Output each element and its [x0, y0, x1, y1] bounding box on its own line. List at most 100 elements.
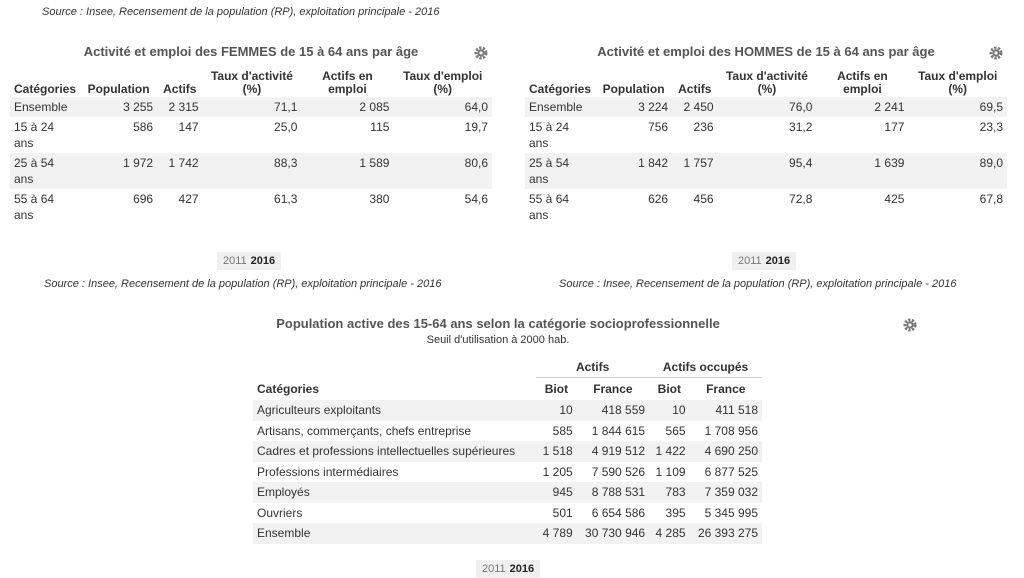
column-header: Taux d'activité (%) [725, 69, 808, 96]
cell: 15 à 24 ans [529, 120, 570, 150]
cell: 61,3 [274, 192, 298, 206]
cell: 10 [536, 400, 577, 421]
cell: 427 [178, 192, 199, 206]
table-row: Agriculteurs exploitants 10 418 559 10 411 5… [253, 400, 762, 421]
cell: 54,6 [464, 192, 488, 206]
year-option[interactable]: 2011 [738, 255, 762, 267]
year-option[interactable]: 2016 [509, 563, 535, 575]
cell: 4 285 [649, 523, 690, 544]
cell: 8 788 531 [576, 482, 650, 503]
column-header: Taux d'activité (%) [210, 69, 293, 96]
settings-icon[interactable] [988, 45, 1004, 61]
cell: 2 085 [301, 97, 394, 117]
settings-icon[interactable] [473, 45, 489, 61]
column-header [253, 360, 536, 378]
column-header: France [593, 382, 633, 396]
cell: 4 789 [536, 523, 577, 544]
year-option[interactable]: 2011 [223, 255, 247, 267]
cell: 10 [649, 400, 690, 421]
data-table: Catégories Population Actifs Taux d'activit… [10, 69, 492, 225]
cell: 88,3 [202, 153, 302, 189]
cell: 177 [884, 120, 905, 134]
column-header: Actifs en emploi [322, 69, 373, 96]
cell: 425 [884, 192, 905, 206]
cell: Ensemble [10, 97, 81, 117]
cell: 26 393 275 [689, 523, 762, 544]
men-panel: Activité et emploi des HOMMES de 15 à 64… [525, 44, 1007, 225]
cell: 501 [552, 505, 573, 520]
cell: 2 241 [816, 97, 909, 117]
cell: 586 [133, 120, 154, 134]
column-header: France [706, 382, 746, 396]
cell: 236 [693, 120, 714, 134]
cell: 95,4 [717, 153, 817, 189]
column-header: Taux d'emploi (%) [918, 69, 998, 96]
header-row: Catégories Population Actifs Taux d'activit… [10, 69, 492, 97]
cell: 15 à 24 ans [14, 120, 55, 150]
group-header: Actifs [536, 360, 650, 378]
cell: 565 [665, 423, 686, 438]
column-header: Catégories [529, 82, 592, 96]
cell: 67,8 [979, 192, 1003, 206]
table-row: 55 à 64 ans 696 427 61,3 380 54,6 [10, 189, 492, 225]
cell: 1 844 615 [591, 423, 646, 438]
cell: 55 à 64 ans [14, 192, 55, 222]
cell: Ensemble [525, 97, 596, 117]
group-header-row: Actifs Actifs occupés [253, 360, 762, 378]
table-row: 25 à 54 ans 1 972 1 742 88,3 1 589 80,6 [10, 153, 492, 189]
table-row: 55 à 64 ans 626 456 72,8 425 67,8 [525, 189, 1007, 225]
table-row: 15 à 24 ans 756 236 31,2 177 23,3 [525, 117, 1007, 153]
cell: 945 [536, 482, 577, 503]
cell: 64,0 [393, 97, 492, 117]
cell: Employés [253, 482, 537, 503]
cell: 7 590 526 [591, 464, 646, 479]
cell: 25,0 [274, 120, 298, 134]
table-row: Ensemble 4 789 30 730 946 4 285 26 393 275 [253, 523, 762, 544]
cell: 418 559 [576, 400, 650, 421]
data-table: Actifs Actifs occupés Catégories Biot France… [253, 360, 762, 544]
cell: 30 730 946 [576, 523, 650, 544]
column-header: Actifs [163, 82, 197, 96]
cell: 585 [552, 423, 573, 438]
year-option[interactable]: 2016 [765, 255, 791, 267]
cell: 3 255 [80, 97, 158, 117]
year-option[interactable]: 2011 [482, 563, 506, 575]
cell: 696 [133, 192, 154, 206]
cell: 4 690 250 [689, 441, 762, 462]
cell: 19,7 [464, 120, 488, 134]
column-header: Actifs [678, 82, 712, 96]
column-header: Taux d'emploi (%) [403, 69, 483, 96]
cell: 1 639 [816, 153, 909, 189]
cell: 5 345 995 [704, 505, 758, 520]
column-header: Population [602, 82, 665, 96]
table-title: Population active des 15-64 ans selon la… [276, 316, 720, 331]
cell: 2 450 [672, 97, 718, 117]
cell: 6 877 525 [704, 464, 758, 479]
year-option[interactable]: 2016 [250, 255, 276, 267]
cell: 147 [178, 120, 199, 134]
table-row: Employés 945 8 788 531 783 7 359 032 [253, 482, 762, 503]
cell: 115 [370, 120, 390, 134]
cell: 23,3 [979, 120, 1003, 134]
table-row: Artisans, commerçants, chefs entreprise 5… [253, 421, 762, 442]
cell: 3 224 [595, 97, 673, 117]
year-selector: 2011 2016 [732, 252, 797, 270]
cell: 1 742 [157, 153, 203, 189]
cell: 1 757 [672, 153, 718, 189]
settings-icon[interactable] [902, 317, 918, 333]
cell: Cadres et professions intellectuelles su… [253, 441, 537, 462]
table-title: Activité et emploi des HOMMES de 15 à 64… [597, 44, 935, 59]
cell: 4 919 512 [576, 441, 650, 462]
cell: Professions intermédiaires [257, 464, 399, 479]
table-row: 15 à 24 ans 586 147 25,0 115 19,7 [10, 117, 492, 153]
source: Source : Insee, Recensement de la popula… [42, 6, 440, 18]
column-header: Biot [544, 382, 569, 396]
cell: 1 205 [542, 464, 573, 479]
cell: 69,5 [908, 97, 1007, 117]
cell: 1 109 [655, 464, 686, 479]
cell: 1 972 [80, 153, 158, 189]
column-header: Catégories [257, 382, 320, 396]
cell: 395 [665, 505, 686, 520]
cell: Ensemble [253, 523, 537, 544]
cell: Ouvriers [257, 505, 303, 520]
